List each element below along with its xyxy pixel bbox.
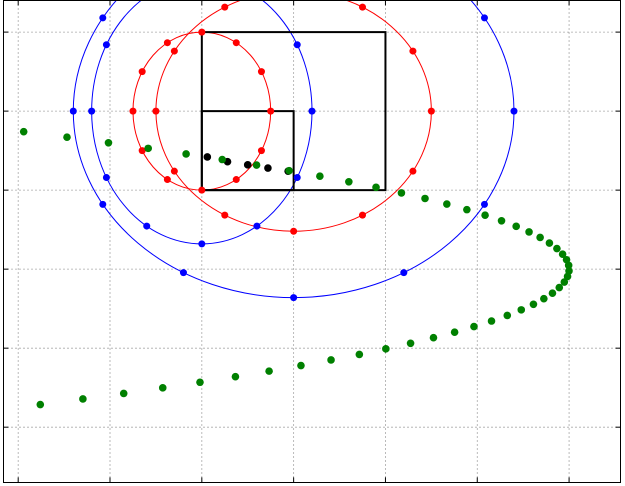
green-point	[79, 395, 87, 403]
red-inner-ellipse-point	[267, 107, 275, 115]
blue-outer-ellipse-point	[290, 294, 298, 302]
blue-inner-ellipse-point	[253, 222, 261, 230]
red-inner-ellipse-point	[257, 68, 265, 76]
red-outer-ellipse-point	[427, 107, 435, 115]
green-point	[555, 283, 564, 292]
red-outer-ellipse-point	[358, 3, 366, 11]
green-point	[450, 328, 459, 336]
red-outer-ellipse-point	[409, 167, 417, 175]
green-point	[536, 233, 544, 242]
green-point	[218, 155, 227, 164]
red-inner-ellipse-point	[129, 107, 137, 115]
red-inner-ellipse-point	[138, 147, 146, 155]
red-inner-ellipse-point	[257, 147, 265, 155]
green-point	[512, 222, 520, 231]
blue-outer-ellipse-point	[99, 14, 107, 22]
green-point	[196, 378, 204, 387]
red-inner-ellipse-point	[163, 176, 171, 184]
green-point	[297, 361, 305, 370]
red-outer-ellipse-point	[170, 47, 178, 55]
black-point	[264, 164, 272, 172]
green-point	[443, 200, 451, 208]
green-point	[158, 384, 167, 392]
green-point	[119, 389, 128, 398]
green-point	[563, 272, 572, 281]
black-point	[203, 153, 212, 161]
red-outer-ellipse-point	[152, 107, 160, 115]
green-point	[231, 372, 240, 381]
green-point	[529, 300, 538, 309]
black-point	[243, 161, 252, 169]
red-outer-ellipse-point	[290, 227, 298, 235]
blue-outer-ellipse-point	[480, 14, 488, 22]
green-point	[182, 150, 190, 158]
green-point	[545, 239, 554, 247]
green-point	[548, 289, 557, 297]
blue-inner-ellipse-point	[143, 222, 151, 230]
green-point	[558, 250, 567, 258]
green-point	[372, 183, 380, 192]
green-point	[104, 139, 113, 147]
blue-inner-ellipse-point	[198, 240, 206, 248]
blue-outer-ellipse-point	[510, 107, 518, 115]
red-outer-ellipse-point	[409, 47, 417, 55]
green-point	[564, 261, 573, 270]
red-outer-ellipse-point	[221, 3, 229, 11]
green-point	[560, 278, 569, 286]
blue-inner-ellipse-point	[88, 107, 96, 115]
green-point	[316, 172, 324, 181]
red-inner-ellipse-point	[198, 186, 206, 194]
green-point	[553, 244, 561, 253]
red-inner-ellipse-point	[232, 39, 240, 47]
green-point	[406, 339, 415, 348]
green-point	[470, 322, 478, 331]
blue-inner-ellipse-point	[293, 41, 301, 49]
blue-inner-ellipse-point	[308, 107, 316, 115]
red-inner-ellipse-point	[232, 176, 240, 184]
green-point	[503, 311, 512, 320]
green-point	[517, 306, 526, 314]
green-point	[481, 211, 489, 219]
red-outer-ellipse-point	[221, 211, 229, 219]
blue-outer-ellipse-point	[99, 200, 107, 208]
blue-outer-ellipse-point	[480, 200, 488, 208]
green-point	[285, 166, 293, 175]
plot-frame	[3, 0, 621, 483]
green-point	[487, 317, 496, 325]
blue-outer-ellipse-point	[179, 269, 187, 277]
red-inner-ellipse-point	[198, 28, 206, 36]
red-inner-ellipse-point	[138, 68, 146, 76]
green-point	[540, 294, 548, 303]
blue-outer-ellipse-point	[400, 269, 408, 277]
blue-inner-ellipse-point	[102, 41, 110, 49]
blue-outer-ellipse-point	[69, 107, 77, 115]
blue-inner-ellipse-point	[293, 173, 301, 181]
chart-markers	[19, 3, 573, 409]
green-point	[345, 177, 353, 186]
green-point	[355, 350, 364, 359]
green-point	[421, 194, 429, 203]
green-point	[525, 228, 533, 236]
green-point	[327, 356, 335, 364]
red-inner-ellipse-point	[163, 39, 171, 47]
red-outer-ellipse-point	[170, 167, 178, 175]
red-outer-ellipse-point	[358, 211, 366, 219]
green-point	[397, 189, 406, 197]
blue-inner-ellipse-point	[102, 173, 110, 181]
green-point	[382, 345, 390, 353]
green-point	[63, 133, 71, 142]
green-point	[252, 161, 261, 169]
green-point	[36, 400, 45, 409]
green-point	[463, 205, 471, 214]
green-point	[429, 333, 438, 342]
green-point	[265, 367, 273, 375]
green-point	[497, 216, 506, 225]
green-point	[144, 144, 152, 153]
small-black-rectangle	[200, 110, 295, 192]
green-point	[19, 127, 28, 136]
